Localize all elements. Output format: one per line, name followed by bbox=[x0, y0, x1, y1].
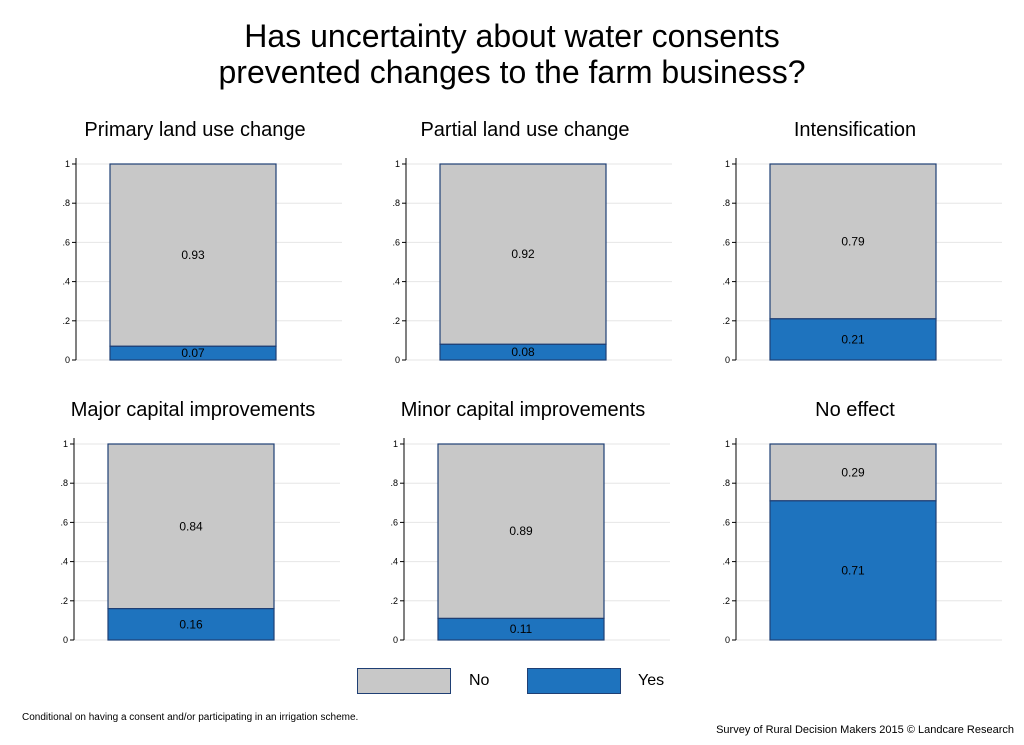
y-tick-label: .4 bbox=[60, 557, 68, 567]
y-tick-label: .4 bbox=[722, 557, 730, 567]
data-label-no: 0.79 bbox=[841, 234, 865, 248]
y-tick-label: .4 bbox=[722, 277, 730, 287]
y-tick-label: .8 bbox=[390, 478, 398, 488]
bar-yes bbox=[437, 617, 605, 641]
y-tick-label: 0 bbox=[725, 635, 730, 645]
chart-panel: No effect 0 .2 .4 .6 .8 1 0.29 0.71 bbox=[690, 398, 1020, 648]
y-tick-label: .6 bbox=[62, 237, 70, 247]
bar-no bbox=[107, 443, 275, 610]
panel-plot: 0 .2 .4 .6 .8 1 0.89 0.11 bbox=[390, 438, 670, 645]
bar-yes bbox=[439, 343, 607, 361]
data-label-yes: 0.11 bbox=[510, 622, 533, 636]
chart-panel: Partial land use change 0 .2 .4 .6 .8 1 0.92 0.0… bbox=[360, 118, 690, 368]
source-credit: Survey of Rural Decision Makers 2015 © L… bbox=[716, 724, 1014, 736]
panel-plot: 0 .2 .4 .6 .8 1 0.92 0.08 bbox=[392, 158, 672, 365]
panel-plot: 0 .2 .4 .6 .8 1 0.93 0.07 bbox=[62, 158, 342, 365]
data-label-yes: 0.08 bbox=[511, 345, 535, 359]
bar-yes bbox=[109, 345, 277, 361]
y-tick-label: 1 bbox=[725, 439, 730, 449]
data-label-no: 0.92 bbox=[511, 247, 535, 261]
legend-label-yes: Yes bbox=[638, 672, 665, 689]
y-tick-label: .6 bbox=[60, 517, 68, 527]
y-tick-label: .6 bbox=[390, 517, 398, 527]
panel-title: Minor capital improvements bbox=[400, 399, 646, 421]
data-label-yes: 0.21 bbox=[841, 332, 865, 346]
bar-no bbox=[109, 163, 277, 347]
data-label-yes: 0.71 bbox=[841, 563, 865, 577]
y-tick-label: .4 bbox=[390, 557, 398, 567]
bar-yes bbox=[769, 318, 937, 361]
footnote: Conditional on having a consent and/or p… bbox=[22, 712, 359, 723]
bar-no bbox=[437, 443, 605, 620]
y-tick-label: 0 bbox=[65, 355, 70, 365]
data-label-no: 0.93 bbox=[181, 248, 205, 262]
y-tick-label: .6 bbox=[392, 237, 400, 247]
legend-label-no: No bbox=[469, 672, 490, 689]
y-tick-label: .6 bbox=[722, 237, 730, 247]
y-tick-label: .8 bbox=[722, 478, 730, 488]
panel-plot: 0 .2 .4 .6 .8 1 0.79 0.21 bbox=[722, 158, 1002, 365]
y-tick-label: 1 bbox=[395, 159, 400, 169]
y-tick-label: .8 bbox=[62, 198, 70, 208]
panel-title: Primary land use change bbox=[84, 119, 306, 141]
bar-no bbox=[439, 163, 607, 345]
bar-yes bbox=[769, 500, 937, 641]
panel-title: Intensification bbox=[793, 119, 917, 141]
y-tick-label: .6 bbox=[722, 517, 730, 527]
y-tick-label: .8 bbox=[722, 198, 730, 208]
data-label-no: 0.84 bbox=[179, 519, 203, 533]
y-tick-label: 1 bbox=[393, 439, 398, 449]
panel-plot: 0 .2 .4 .6 .8 1 0.29 0.71 bbox=[722, 438, 1002, 645]
chart-title-line-2: prevented changes to the farm business? bbox=[218, 54, 806, 90]
y-tick-label: .8 bbox=[60, 478, 68, 488]
data-label-yes: 0.07 bbox=[181, 346, 205, 360]
y-tick-label: .2 bbox=[392, 316, 400, 326]
bar-yes bbox=[107, 608, 275, 641]
y-tick-label: 1 bbox=[725, 159, 730, 169]
y-tick-label: 0 bbox=[393, 635, 398, 645]
panel-plot: 0 .2 .4 .6 .8 1 0.84 0.16 bbox=[60, 438, 340, 645]
legend-swatch-no bbox=[357, 668, 451, 694]
panel-title: No effect bbox=[815, 399, 895, 421]
chart-panel: Minor capital improvements 0 .2 .4 .6 .8 1 0.89… bbox=[358, 398, 688, 648]
legend-swatch-yes bbox=[527, 668, 621, 694]
y-tick-label: 0 bbox=[395, 355, 400, 365]
chart-panel: Primary land use change 0 .2 .4 .6 .8 1 0.93 0.0… bbox=[30, 118, 360, 368]
bar-no bbox=[769, 443, 937, 502]
y-tick-label: .8 bbox=[392, 198, 400, 208]
y-tick-label: .2 bbox=[722, 596, 730, 606]
y-tick-label: 1 bbox=[65, 159, 70, 169]
panel-title: Major capital improvements bbox=[70, 399, 316, 421]
panel-title: Partial land use change bbox=[420, 119, 630, 141]
y-tick-label: .2 bbox=[722, 316, 730, 326]
y-tick-label: 0 bbox=[725, 355, 730, 365]
y-tick-label: 1 bbox=[63, 439, 68, 449]
y-tick-label: .2 bbox=[60, 596, 68, 606]
data-label-yes: 0.16 bbox=[179, 617, 203, 631]
y-tick-label: .4 bbox=[62, 277, 70, 287]
y-tick-label: 0 bbox=[63, 635, 68, 645]
data-label-no: 0.29 bbox=[841, 465, 865, 479]
bar-no bbox=[769, 163, 937, 320]
y-tick-label: .2 bbox=[390, 596, 398, 606]
legend: No Yes bbox=[0, 668, 1024, 698]
y-tick-label: .4 bbox=[392, 277, 400, 287]
chart-title: Has uncertainty about water consents pre… bbox=[0, 18, 1024, 90]
chart-panel: Intensification 0 .2 .4 .6 .8 1 0.79 0.21 bbox=[690, 118, 1020, 368]
y-tick-label: .2 bbox=[62, 316, 70, 326]
chart-title-line-1: Has uncertainty about water consents bbox=[244, 18, 780, 54]
data-label-no: 0.89 bbox=[509, 524, 533, 538]
chart-panel: Major capital improvements 0 .2 .4 .6 .8 1 0.84… bbox=[28, 398, 358, 648]
